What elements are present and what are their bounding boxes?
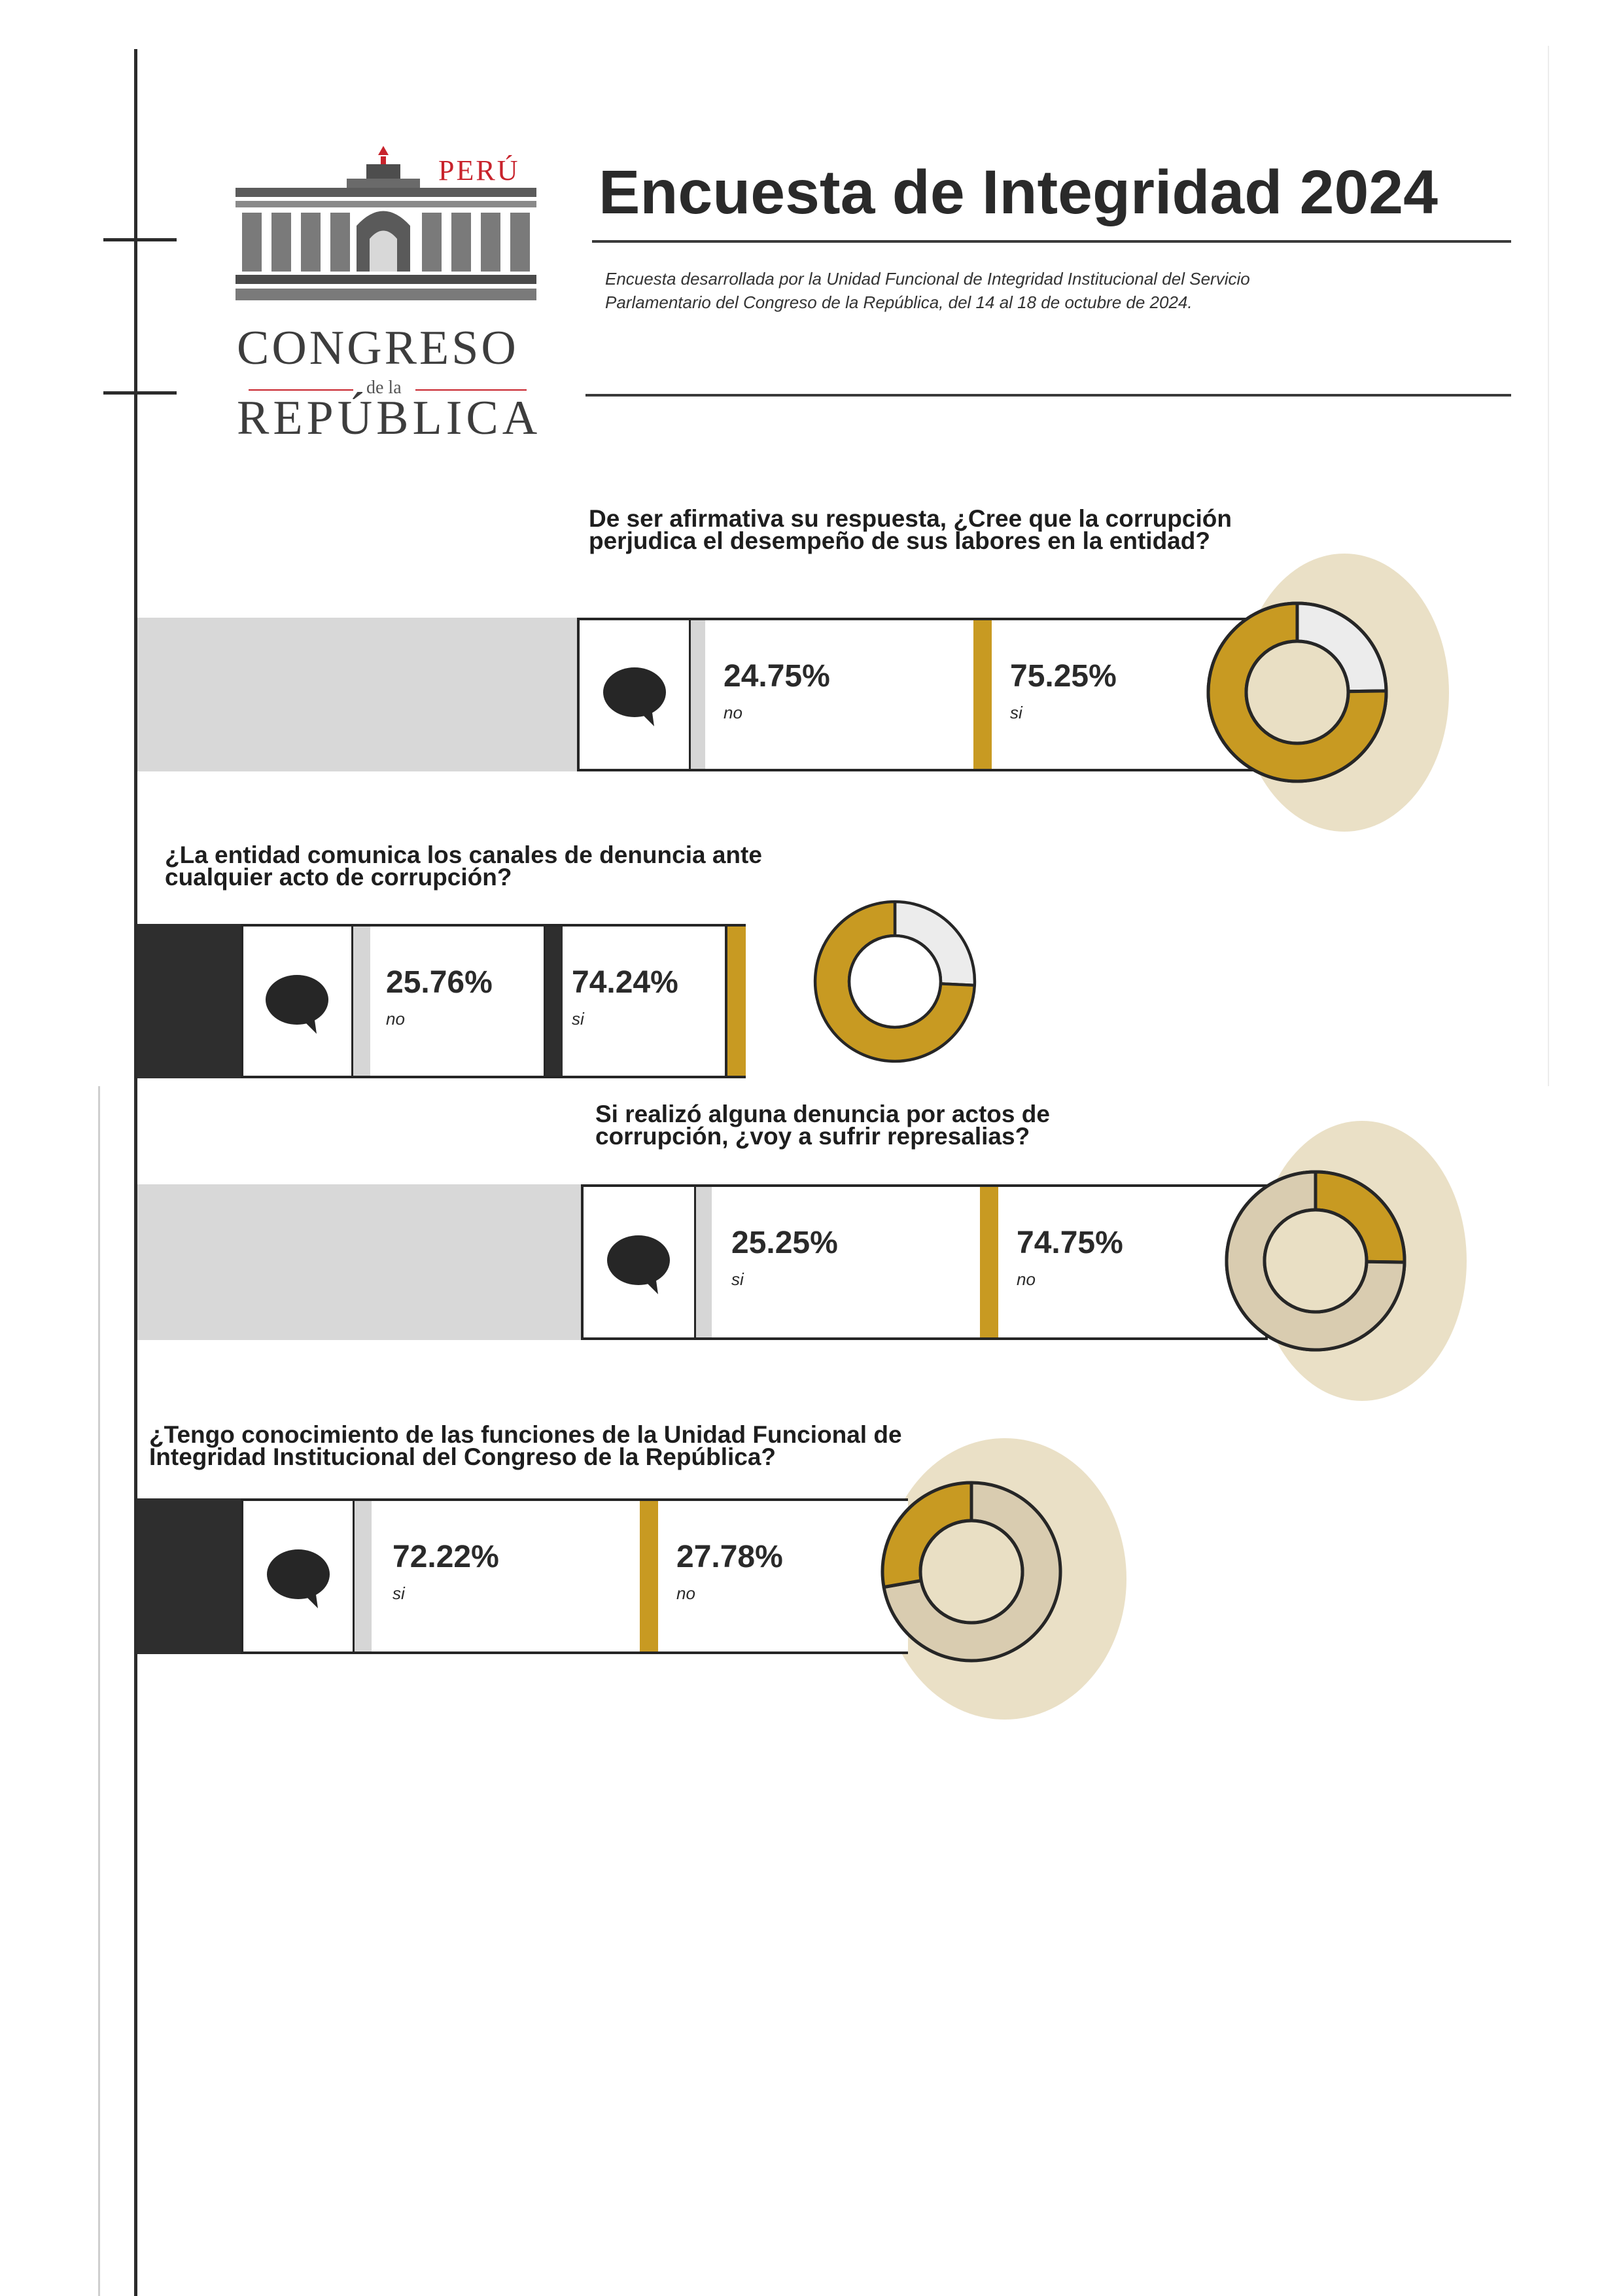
question-1-value-b: 75.25% — [1010, 659, 1117, 694]
donut-hole — [847, 934, 943, 1029]
question-3-card: 25.25% si 74.75% no — [581, 1184, 1268, 1340]
question-3-stripe-b — [980, 1187, 998, 1337]
connector-rule-left — [249, 389, 353, 391]
question-2-value-b: 74.24% — [572, 965, 678, 1000]
country-label: PERÚ — [438, 154, 520, 186]
question-1-stripe-a — [691, 620, 705, 769]
question-1-cell-a: 24.75% no — [705, 620, 895, 769]
question-2-stripe-b — [546, 927, 563, 1076]
question-3-icon-cell — [584, 1187, 696, 1337]
question-1-stripe-b — [973, 620, 992, 769]
question-1-value-a: 24.75% — [724, 659, 830, 694]
question-3-label-a: si — [731, 1269, 744, 1289]
question-3-cell-a: 25.25% si — [712, 1187, 980, 1337]
page-title: Encuesta de Integridad 2024 — [599, 158, 1438, 227]
speech-bubble-icon — [607, 1235, 670, 1294]
question-2-band — [137, 924, 241, 1078]
question-4-icon-cell — [243, 1501, 355, 1651]
donut-hole — [918, 1519, 1024, 1625]
question-3-band — [137, 1184, 581, 1340]
connector-rule-right — [415, 389, 527, 391]
page-fold-line — [98, 1086, 100, 2296]
page-subtitle: Encuesta desarrollada por la Unidad Func… — [605, 269, 1250, 312]
question-3-donut — [1225, 1170, 1406, 1352]
speech-bubble-icon — [266, 975, 328, 1034]
question-4-label-a: si — [393, 1583, 405, 1603]
congress-building-icon — [236, 146, 536, 300]
question-4-stripe-a — [355, 1501, 372, 1651]
question-4-stripe-b — [640, 1501, 658, 1651]
question-3-cell-b: 74.75% no — [998, 1187, 1208, 1337]
question-4-card: 72.22% si 27.78% no — [241, 1498, 908, 1654]
question-2-icon-cell — [243, 927, 353, 1076]
question-4-cell-a: 72.22% si — [372, 1501, 640, 1651]
speech-bubble-icon — [267, 1549, 330, 1608]
left-tick-bottom — [103, 391, 177, 395]
question-1-cell-b: 75.25% si — [992, 620, 1201, 769]
left-tick-top — [103, 238, 177, 241]
question-1-donut — [1206, 601, 1388, 783]
institution-line1: CONGRESO — [237, 321, 519, 375]
question-1-label-b: si — [1010, 703, 1022, 722]
question-4-label-b: no — [676, 1583, 695, 1603]
question-3-stripe-a — [696, 1187, 712, 1337]
question-1-band — [137, 618, 577, 771]
question-4-value-a: 72.22% — [393, 1540, 499, 1574]
question-4-value-b: 27.78% — [676, 1540, 783, 1574]
question-4-text: ¿Tengo conocimiento de las funciones de … — [149, 1421, 902, 1470]
question-4-cell-b: 27.78% no — [658, 1501, 907, 1651]
donut-hole — [1263, 1208, 1369, 1314]
question-1-label-a: no — [724, 703, 742, 722]
donut-hole — [1244, 639, 1350, 745]
institution-line2: REPÚBLICA — [237, 391, 542, 445]
question-1-icon-cell — [580, 620, 691, 769]
question-2-label-a: no — [386, 1009, 405, 1029]
question-2-text: ¿La entidad comunica los canales de denu… — [165, 841, 762, 891]
question-3-label-b: no — [1017, 1269, 1036, 1289]
title-rule — [592, 240, 1511, 243]
question-2-cell-a: 25.76% no — [370, 927, 546, 1076]
question-2-label-b: si — [572, 1009, 584, 1029]
question-3-value-b: 74.75% — [1017, 1226, 1123, 1260]
left-vertical-rule — [134, 49, 137, 2296]
question-2-stripe-a — [353, 927, 370, 1076]
congress-logo: PERÚ CONGRESO de la REPÚBLICA — [236, 141, 537, 445]
question-3-text: Si realizó alguna denuncia por actos de … — [595, 1101, 1050, 1150]
question-4-donut — [881, 1481, 1062, 1663]
question-2-stripe-end — [727, 927, 746, 1076]
question-1-text: De ser afirmativa su respuesta, ¿Cree qu… — [589, 505, 1232, 554]
question-3-value-a: 25.25% — [731, 1226, 838, 1260]
question-2-value-a: 25.76% — [386, 965, 493, 1000]
institution-connector: de la — [366, 378, 402, 398]
subtitle-rule — [585, 394, 1511, 397]
page-edge-right — [1548, 46, 1549, 1086]
question-2-card: 25.76% no 74.24% si — [241, 924, 746, 1078]
question-4-band — [137, 1498, 241, 1654]
speech-bubble-icon — [603, 667, 666, 726]
question-2-donut — [813, 900, 977, 1063]
question-2-cell-b: 74.24% si — [563, 927, 727, 1076]
question-1-card: 24.75% no 75.25% si — [577, 618, 1257, 771]
